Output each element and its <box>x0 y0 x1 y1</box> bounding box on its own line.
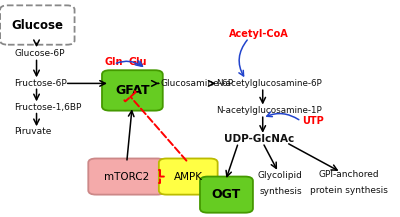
Text: Fructose-1,6BP: Fructose-1,6BP <box>14 103 82 112</box>
Text: AMPK: AMPK <box>174 172 203 182</box>
FancyBboxPatch shape <box>200 177 253 213</box>
Text: Piruvate: Piruvate <box>14 127 52 136</box>
Text: synthesis: synthesis <box>259 187 302 196</box>
Text: GPI-anchored: GPI-anchored <box>319 170 379 179</box>
FancyBboxPatch shape <box>88 158 165 195</box>
Text: UDP-GlcNAc: UDP-GlcNAc <box>224 134 294 144</box>
Text: N-acetylglucosamine-1P: N-acetylglucosamine-1P <box>216 106 322 115</box>
Text: N-acetylglucosamine-6P: N-acetylglucosamine-6P <box>216 79 322 88</box>
Text: OGT: OGT <box>212 188 241 201</box>
Text: Glucose: Glucose <box>11 18 63 31</box>
FancyBboxPatch shape <box>102 70 163 111</box>
FancyBboxPatch shape <box>159 158 218 195</box>
Text: Glucose-6P: Glucose-6P <box>14 49 65 58</box>
Text: Glu: Glu <box>128 57 146 67</box>
Text: UTP: UTP <box>302 116 324 126</box>
Text: Fructose-6P: Fructose-6P <box>14 79 67 88</box>
Text: mTORC2: mTORC2 <box>104 172 149 182</box>
Text: Acetyl-CoA: Acetyl-CoA <box>229 29 289 39</box>
FancyBboxPatch shape <box>0 5 74 45</box>
Text: Gln: Gln <box>104 57 123 67</box>
Text: protein synthesis: protein synthesis <box>310 186 388 195</box>
Text: Glucosamine-6P: Glucosamine-6P <box>160 79 233 88</box>
Text: Glycolipid: Glycolipid <box>258 171 303 180</box>
Text: GFAT: GFAT <box>115 84 150 97</box>
